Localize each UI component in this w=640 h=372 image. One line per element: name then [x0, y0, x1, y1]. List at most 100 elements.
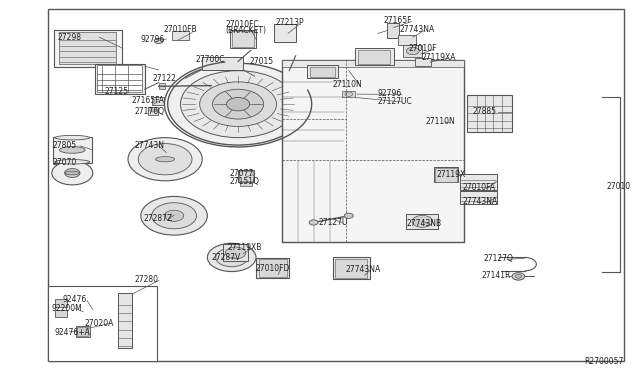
Text: 27151Q: 27151Q [229, 177, 259, 186]
Circle shape [154, 38, 163, 44]
Ellipse shape [65, 171, 79, 175]
Bar [223, 244, 248, 261]
Ellipse shape [60, 147, 85, 153]
Text: 27077: 27077 [229, 169, 253, 178]
Text: 27070: 27070 [52, 158, 77, 167]
Bar [53, 137, 92, 163]
Bar [282, 60, 464, 67]
Text: 27127Q: 27127Q [483, 254, 513, 263]
Bar [240, 182, 252, 186]
Text: 27127U: 27127U [319, 218, 348, 227]
Text: 27213P: 27213P [275, 18, 304, 27]
Circle shape [406, 47, 419, 55]
Circle shape [345, 92, 353, 96]
Bar [230, 30, 256, 48]
Bar [435, 168, 457, 182]
Bar [387, 23, 399, 38]
Bar [342, 91, 355, 97]
Bar [54, 30, 122, 67]
Text: R2700057: R2700057 [584, 357, 624, 366]
Circle shape [512, 273, 525, 280]
Bar [148, 107, 158, 115]
Bar [118, 293, 132, 348]
Text: 27020A: 27020A [84, 319, 114, 328]
Text: 27110N: 27110N [333, 80, 362, 89]
Text: 27125: 27125 [104, 87, 128, 96]
Text: 27287V: 27287V [211, 253, 241, 262]
Bar [76, 326, 90, 337]
Text: 27122: 27122 [152, 74, 176, 83]
Circle shape [168, 63, 308, 145]
Bar [48, 286, 157, 361]
Bar [307, 65, 338, 78]
Text: 27119X: 27119X [436, 170, 466, 179]
Circle shape [150, 108, 157, 112]
Text: 27015: 27015 [250, 57, 274, 66]
Bar [398, 35, 416, 45]
Circle shape [65, 169, 80, 177]
Ellipse shape [55, 160, 90, 164]
Bar [55, 310, 67, 317]
Bar [406, 214, 438, 229]
Circle shape [180, 71, 296, 138]
Bar [358, 50, 390, 64]
Circle shape [309, 220, 318, 225]
Circle shape [216, 248, 248, 267]
Bar [256, 258, 289, 278]
Text: 27743NA: 27743NA [400, 25, 435, 34]
Bar [238, 170, 254, 182]
Text: 27805: 27805 [52, 141, 77, 150]
Bar [59, 32, 116, 64]
Text: 92796: 92796 [378, 89, 402, 98]
Bar [97, 65, 142, 92]
Text: 27010: 27010 [607, 182, 631, 190]
Circle shape [344, 213, 353, 218]
Bar [434, 167, 458, 182]
Ellipse shape [55, 135, 90, 140]
Bar [202, 57, 243, 70]
Circle shape [412, 215, 433, 227]
Bar [282, 60, 464, 242]
Circle shape [152, 203, 196, 229]
Text: 92476+A: 92476+A [54, 328, 90, 337]
Text: 27010F: 27010F [408, 44, 437, 53]
Bar [259, 259, 287, 277]
Bar [333, 257, 370, 279]
Text: 92200M: 92200M [51, 304, 82, 312]
Circle shape [164, 210, 184, 221]
Bar [232, 31, 254, 46]
Circle shape [138, 144, 192, 175]
Bar [460, 191, 497, 204]
Text: 27885: 27885 [472, 107, 497, 116]
Text: 27141R: 27141R [481, 271, 511, 280]
Bar [274, 24, 296, 42]
Bar [355, 48, 394, 65]
Circle shape [227, 97, 250, 111]
Text: 27743NB: 27743NB [406, 219, 442, 228]
Text: 27165FA: 27165FA [131, 96, 164, 105]
Text: 27010FB: 27010FB [163, 25, 197, 33]
Text: (BRACKET): (BRACKET) [225, 26, 266, 35]
Bar [152, 97, 164, 105]
Circle shape [207, 243, 256, 272]
Circle shape [200, 82, 276, 126]
Text: 27176Q: 27176Q [134, 107, 164, 116]
Text: 27010FD: 27010FD [256, 264, 291, 273]
Text: 27280: 27280 [134, 275, 159, 284]
Circle shape [225, 254, 238, 261]
Text: 27165F: 27165F [384, 16, 413, 25]
Bar [403, 45, 422, 57]
Text: 27010FC: 27010FC [225, 20, 259, 29]
Bar [415, 58, 431, 66]
Bar [159, 83, 165, 89]
Circle shape [212, 89, 264, 119]
Text: 27743NA: 27743NA [462, 197, 497, 206]
Bar [310, 67, 335, 77]
Circle shape [225, 247, 246, 259]
Text: 27743NA: 27743NA [346, 265, 381, 274]
Ellipse shape [156, 157, 175, 162]
Circle shape [52, 161, 93, 185]
Text: 27119XA: 27119XA [421, 53, 456, 62]
Text: 27110N: 27110N [426, 117, 455, 126]
Text: 27010FA: 27010FA [462, 183, 495, 192]
